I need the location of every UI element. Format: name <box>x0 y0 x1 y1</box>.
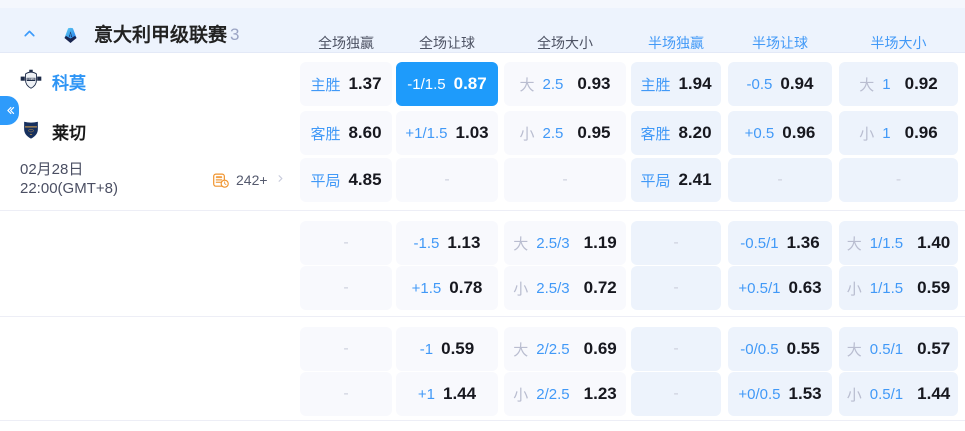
svg-text:COMO: COMO <box>27 78 35 81</box>
